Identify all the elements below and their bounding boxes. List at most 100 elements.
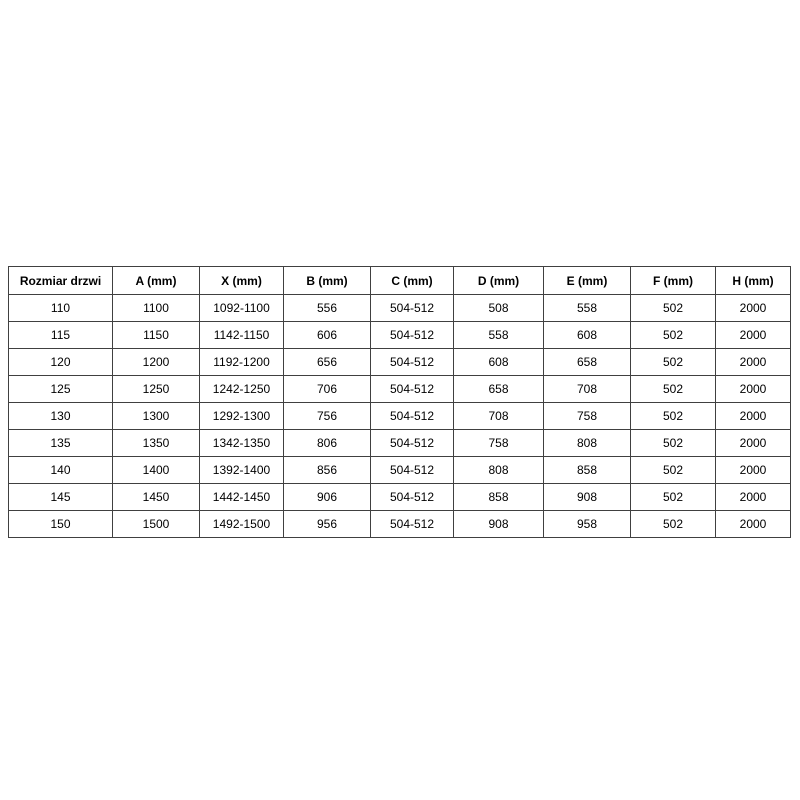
column-header: C (mm) bbox=[370, 266, 454, 295]
column-header: H (mm) bbox=[715, 266, 791, 295]
table-cell: 708 bbox=[543, 375, 631, 403]
table-cell: 1250 bbox=[112, 375, 200, 403]
table-cell: 908 bbox=[543, 483, 631, 511]
table-cell: 110 bbox=[8, 294, 113, 322]
table-cell: 115 bbox=[8, 321, 113, 349]
table-cell: 1192-1200 bbox=[199, 348, 284, 376]
table-cell: 608 bbox=[453, 348, 544, 376]
table-cell: 956 bbox=[283, 510, 371, 538]
table-cell: 1200 bbox=[112, 348, 200, 376]
column-header: A (mm) bbox=[112, 266, 200, 295]
table-cell: 1142-1150 bbox=[199, 321, 284, 349]
table-cell: 2000 bbox=[715, 294, 791, 322]
table-cell: 1442-1450 bbox=[199, 483, 284, 511]
table-cell: 150 bbox=[8, 510, 113, 538]
column-header: B (mm) bbox=[283, 266, 371, 295]
table-cell: 1342-1350 bbox=[199, 429, 284, 457]
table-cell: 556 bbox=[283, 294, 371, 322]
table-cell: 502 bbox=[630, 348, 716, 376]
column-header: X (mm) bbox=[199, 266, 284, 295]
table-cell: 658 bbox=[543, 348, 631, 376]
table-cell: 1350 bbox=[112, 429, 200, 457]
table-cell: 606 bbox=[283, 321, 371, 349]
table-cell: 508 bbox=[453, 294, 544, 322]
table-cell: 1500 bbox=[112, 510, 200, 538]
table-cell: 558 bbox=[453, 321, 544, 349]
table-cell: 502 bbox=[630, 483, 716, 511]
table-cell: 145 bbox=[8, 483, 113, 511]
table-cell: 1400 bbox=[112, 456, 200, 484]
table-cell: 504-512 bbox=[370, 402, 454, 430]
table-cell: 1092-1100 bbox=[199, 294, 284, 322]
table-cell: 502 bbox=[630, 321, 716, 349]
table-cell: 125 bbox=[8, 375, 113, 403]
table-cell: 756 bbox=[283, 402, 371, 430]
table-cell: 708 bbox=[453, 402, 544, 430]
table-cell: 558 bbox=[543, 294, 631, 322]
table-cell: 806 bbox=[283, 429, 371, 457]
table-cell: 504-512 bbox=[370, 510, 454, 538]
table-cell: 2000 bbox=[715, 429, 791, 457]
table-row: 140 1400 1392-1400 856 504-512 808 858 502 2000 bbox=[8, 456, 791, 484]
table-cell: 2000 bbox=[715, 483, 791, 511]
column-header: F (mm) bbox=[630, 266, 716, 295]
table-cell: 130 bbox=[8, 402, 113, 430]
table-cell: 502 bbox=[630, 375, 716, 403]
table-cell: 1242-1250 bbox=[199, 375, 284, 403]
table-cell: 504-512 bbox=[370, 321, 454, 349]
table-cell: 140 bbox=[8, 456, 113, 484]
table-cell: 908 bbox=[453, 510, 544, 538]
table-row: 145 1450 1442-1450 906 504-512 858 908 502 2000 bbox=[8, 483, 791, 511]
table-header: Rozmiar drzwi A (mm) X (mm) B (mm) C (mm) D (… bbox=[8, 266, 791, 295]
table-row: 150 1500 1492-1500 956 504-512 908 958 502 2000 bbox=[8, 510, 791, 538]
table-cell: 808 bbox=[543, 429, 631, 457]
table-cell: 502 bbox=[630, 456, 716, 484]
table-row: 110 1100 1092-1100 556 504-512 508 558 502 2000 bbox=[8, 294, 791, 322]
door-dimensions-table: Rozmiar drzwi A (mm) X (mm) B (mm) C (mm) D (… bbox=[8, 266, 791, 538]
table-row: 115 1150 1142-1150 606 504-512 558 608 502 2000 bbox=[8, 321, 791, 349]
table-cell: 504-512 bbox=[370, 294, 454, 322]
table-row: 135 1350 1342-1350 806 504-512 758 808 502 2000 bbox=[8, 429, 791, 457]
table-cell: 502 bbox=[630, 402, 716, 430]
table-cell: 504-512 bbox=[370, 348, 454, 376]
column-header: Rozmiar drzwi bbox=[8, 266, 113, 295]
table-cell: 504-512 bbox=[370, 375, 454, 403]
table-cell: 502 bbox=[630, 429, 716, 457]
table-cell: 2000 bbox=[715, 510, 791, 538]
table-cell: 858 bbox=[453, 483, 544, 511]
column-header: E (mm) bbox=[543, 266, 631, 295]
table-cell: 1100 bbox=[112, 294, 200, 322]
table-cell: 758 bbox=[543, 402, 631, 430]
table-cell: 504-512 bbox=[370, 429, 454, 457]
table-cell: 1292-1300 bbox=[199, 402, 284, 430]
table-cell: 2000 bbox=[715, 375, 791, 403]
table-row: 120 1200 1192-1200 656 504-512 608 658 502 2000 bbox=[8, 348, 791, 376]
table-cell: 2000 bbox=[715, 456, 791, 484]
table-cell: 135 bbox=[8, 429, 113, 457]
table-body: 110 1100 1092-1100 556 504-512 508 558 502 2000 1… bbox=[8, 294, 791, 538]
table-cell: 1150 bbox=[112, 321, 200, 349]
table-cell: 2000 bbox=[715, 402, 791, 430]
table-cell: 504-512 bbox=[370, 483, 454, 511]
table-cell: 502 bbox=[630, 510, 716, 538]
table-cell: 120 bbox=[8, 348, 113, 376]
table-cell: 658 bbox=[453, 375, 544, 403]
table-row: 130 1300 1292-1300 756 504-512 708 758 502 2000 bbox=[8, 402, 791, 430]
table-cell: 858 bbox=[543, 456, 631, 484]
table-cell: 656 bbox=[283, 348, 371, 376]
table-cell: 2000 bbox=[715, 321, 791, 349]
table-cell: 1392-1400 bbox=[199, 456, 284, 484]
table-cell: 958 bbox=[543, 510, 631, 538]
header-row: Rozmiar drzwi A (mm) X (mm) B (mm) C (mm) D (… bbox=[8, 266, 791, 295]
table-cell: 906 bbox=[283, 483, 371, 511]
table-cell: 1300 bbox=[112, 402, 200, 430]
table-cell: 2000 bbox=[715, 348, 791, 376]
table-cell: 706 bbox=[283, 375, 371, 403]
table-cell: 504-512 bbox=[370, 456, 454, 484]
table-cell: 502 bbox=[630, 294, 716, 322]
table-cell: 758 bbox=[453, 429, 544, 457]
table-cell: 856 bbox=[283, 456, 371, 484]
table-cell: 608 bbox=[543, 321, 631, 349]
table-cell: 808 bbox=[453, 456, 544, 484]
